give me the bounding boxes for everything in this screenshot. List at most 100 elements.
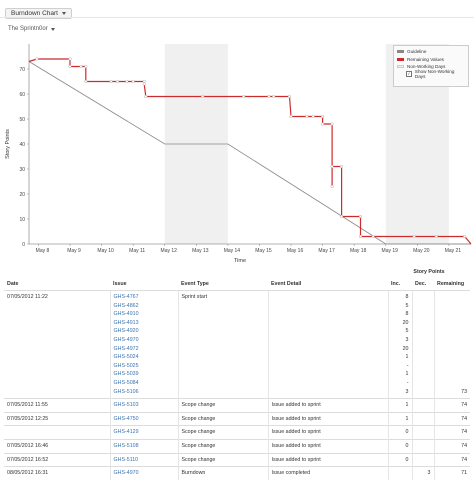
header-divider (0, 17, 474, 18)
issue-link[interactable]: GHS-4862 (113, 302, 139, 309)
remaining-values-line (28, 58, 472, 245)
issue-link[interactable]: GHS-4750 (113, 415, 139, 422)
cell-event-detail (267, 289, 388, 399)
issue-link[interactable]: GHS-5103 (113, 402, 139, 409)
x-tick-label: May 14 (224, 248, 241, 254)
col-header-remaining: Remaining (437, 281, 465, 287)
remaining-point (35, 57, 39, 61)
issue-link[interactable]: GHS-4767 (113, 294, 139, 300)
cell-date (4, 425, 110, 440)
table-row: 07/05/2012 16:52 GHS-5110 Scope change Issu… (4, 452, 471, 467)
remaining-point (412, 234, 416, 238)
cell-event-type: Scope change (177, 411, 268, 426)
cell-issue: GHS-4129 (109, 425, 178, 440)
y-tick-label: 40 (19, 142, 25, 148)
cell-event-detail: Issue added to sprint (267, 398, 388, 413)
report-selector[interactable]: Burndown Chart (5, 2, 72, 20)
y-axis-title: Story Points (5, 129, 11, 159)
remaining-point (340, 164, 344, 168)
table-row: 07/05/2012 12:25 GHS-4750 Scope change Issu… (4, 411, 471, 426)
cell-event-detail: Issue added to sprint (267, 438, 388, 453)
cell-inc: 8 5 8 20 5 3 20 1-1-3 (387, 289, 412, 399)
chevron-down-icon (61, 12, 66, 15)
issue-link[interactable]: GHS-4970 (113, 470, 139, 477)
issue-link[interactable]: GHS-5039 (113, 371, 139, 378)
cell-remaining: 74 (433, 411, 471, 426)
inc-value: 0 (405, 442, 409, 449)
inc-value: 20 (402, 319, 409, 326)
issue-link[interactable]: GHS-4920 (113, 328, 139, 335)
chevron-down-icon (50, 27, 55, 31)
cell-event-detail: Issue added to sprint (267, 411, 388, 426)
remaining-point (330, 122, 334, 126)
x-tick-label: May 9 (67, 248, 81, 254)
table-row: 07/05/2012 11:22 GHS-4767 GHS-4862 GHS-4910… (4, 289, 471, 399)
remaining-point (68, 65, 72, 69)
remaining-point (463, 234, 467, 238)
remaining-point (330, 184, 334, 188)
legend-label-guideline: Guideline (407, 49, 427, 55)
show-nonworking-label: Show Non-Working Days (414, 69, 455, 80)
issue-link[interactable]: GHS-5025 (113, 362, 139, 369)
cell-event-detail: Issue added to sprint (267, 452, 388, 467)
legend-item-nonworking: Non-Working Days (397, 63, 465, 71)
cell-inc (387, 466, 412, 480)
show-nonworking-toggle[interactable]: ✓ Show Non-Working Days (397, 69, 465, 80)
cell-dec (411, 452, 434, 467)
table-row: 08/05/2012 16:31 GHS-4970 Burndown Issue co… (4, 466, 471, 480)
remaining-point (434, 234, 438, 238)
inc-value: 1 (405, 354, 409, 361)
cell-dec (411, 411, 434, 426)
cell-remaining: 74 (433, 452, 471, 467)
remaining-point (267, 95, 271, 99)
issue-link[interactable]: GHS-4972 (113, 345, 139, 352)
remaining-point (84, 80, 88, 84)
remaining-point (79, 65, 83, 69)
remaining-point (359, 214, 363, 218)
inc-value: 8 (405, 311, 409, 318)
issue-link[interactable]: GHS-4913 (113, 319, 139, 326)
y-tick-label: 0 (22, 242, 25, 248)
cell-date: 07/05/2012 11:22 (4, 289, 110, 399)
cell-event-type: Scope change (177, 438, 268, 453)
cell-date: 07/05/2012 16:52 (4, 452, 110, 467)
legend-item-guideline: Guideline (397, 48, 465, 56)
inc-value (392, 469, 409, 478)
x-tick-label: May 19 (382, 248, 399, 254)
issue-link[interactable]: GHS-4910 (113, 311, 139, 318)
cell-remaining: 73 (433, 289, 471, 399)
remaining-point (321, 122, 325, 126)
issue-link[interactable]: GHS-4129 (113, 429, 139, 436)
issue-link[interactable]: GHS-5110 (113, 456, 139, 463)
cell-date: 08/05/2012 16:31 (4, 466, 110, 480)
sprint-selector[interactable]: The Sprintn0or (8, 26, 55, 32)
cell-inc: 0 (387, 425, 412, 440)
cell-event-type: Sprint start (177, 289, 268, 399)
inc-value: 3 (405, 388, 409, 395)
remaining-point (109, 80, 113, 84)
report-dropdown-button[interactable]: Burndown Chart (5, 8, 72, 19)
cell-dec: 3 (411, 466, 434, 480)
cell-inc: 0 (387, 452, 412, 467)
inc-value: 8 (405, 294, 409, 300)
cell-inc: 1 (387, 411, 412, 426)
y-tick-label: 70 (19, 67, 25, 73)
issue-link[interactable]: GHS-4970 (113, 336, 139, 343)
cell-dec (411, 438, 434, 453)
col-header-event-type: Event Type (181, 281, 209, 287)
checkbox-checked-icon[interactable]: ✓ (406, 71, 412, 78)
remaining-point (131, 80, 135, 84)
col-header-event-detail: Event Detail (271, 281, 302, 287)
x-tick-label: May 17 (318, 248, 335, 254)
cell-event-type: Scope change (177, 398, 268, 413)
x-tick-label: May 10 (97, 248, 114, 254)
cell-issue: GHS-4970 (109, 466, 178, 480)
col-header-dec: Dec. (415, 281, 427, 287)
cell-inc: 0 (387, 438, 412, 453)
table-header-row: Date Issue Event Type Event Detail Inc. … (4, 278, 470, 291)
issue-link[interactable]: GHS-5024 (113, 354, 139, 361)
issue-link[interactable]: GHS-5084 (113, 379, 139, 386)
cell-issue: GHS-5103 (109, 398, 178, 413)
issue-link[interactable]: GHS-5108 (113, 442, 139, 449)
issue-link[interactable]: GHS-5106 (113, 388, 139, 395)
